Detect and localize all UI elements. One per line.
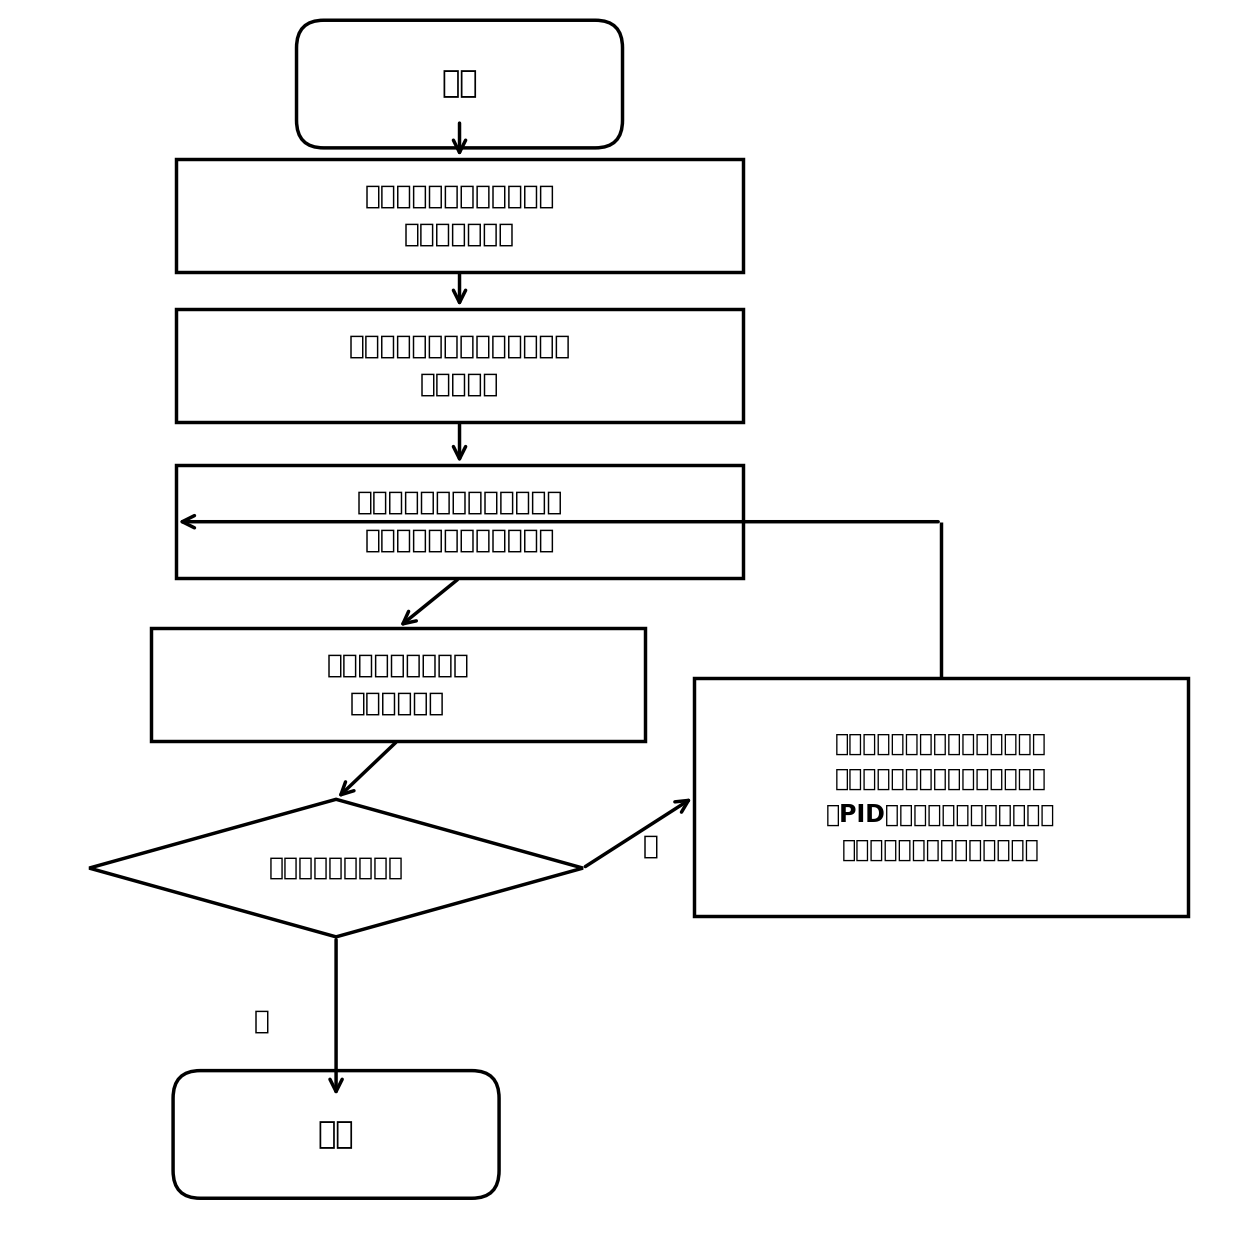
- Text: 将伺服电机一的电流反馈值赋
值到伺服驱动器二的寄存器: 将伺服电机一的电流反馈值赋 值到伺服驱动器二的寄存器: [356, 490, 563, 554]
- Text: 地面核心控制器设置伺服电
机一的初始速度: 地面核心控制器设置伺服电 机一的初始速度: [365, 183, 554, 247]
- Text: 是: 是: [254, 1009, 270, 1035]
- Text: 结束: 结束: [317, 1120, 355, 1149]
- Bar: [176, 309, 744, 422]
- FancyBboxPatch shape: [296, 20, 622, 148]
- Bar: [176, 466, 744, 578]
- Polygon shape: [89, 799, 583, 937]
- Text: 伺服驱动器控制伺服
电机二的扭矩: 伺服驱动器控制伺服 电机二的扭矩: [326, 652, 469, 716]
- Text: 车载核心控制器根据伺服电机一和
伺服电机二的电流反馈值差值，通
过PID调节得到伺服电机二的控制
量，并将其赋值至伺服驱动器二: 车载核心控制器根据伺服电机一和 伺服电机二的电流反馈值差值，通 过PID调节得到…: [826, 732, 1055, 862]
- Bar: [176, 160, 744, 271]
- Bar: [694, 678, 1188, 916]
- Text: 否: 否: [642, 834, 658, 860]
- Bar: [151, 628, 645, 741]
- Text: 是否到达目标位置？: 是否到达目标位置？: [269, 857, 403, 880]
- Text: 开始: 开始: [441, 69, 477, 98]
- FancyBboxPatch shape: [174, 1070, 498, 1198]
- Text: 车载核心控制器读取伺服电机一
电流反馈值: 车载核心控制器读取伺服电机一 电流反馈值: [348, 333, 570, 397]
